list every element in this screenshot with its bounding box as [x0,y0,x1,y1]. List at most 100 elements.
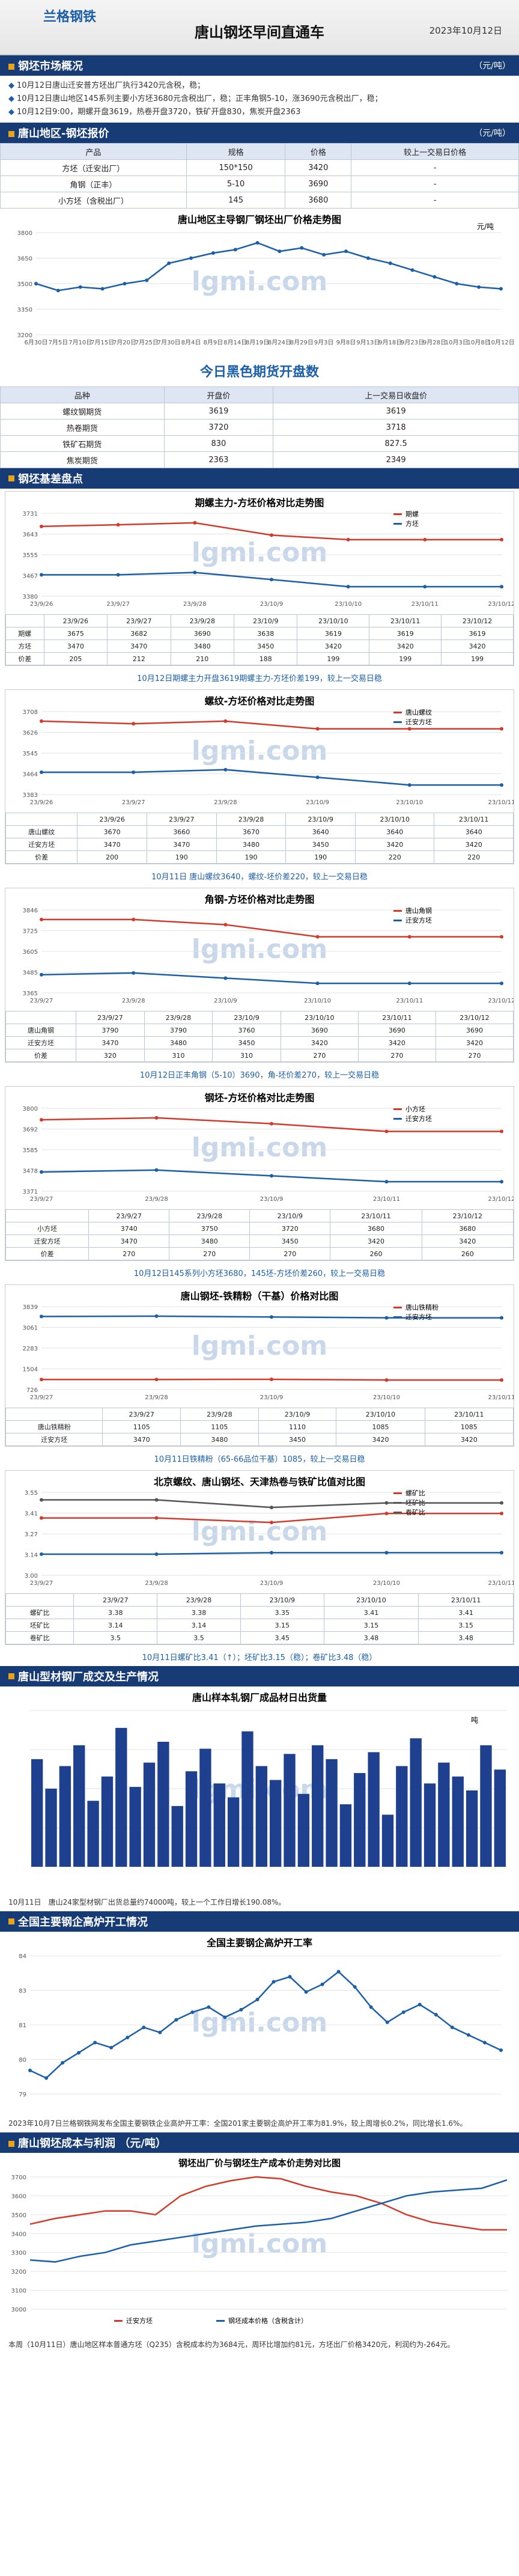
x-tick: 23/9/27 [106,601,130,608]
watermark: lgmi.com [192,1516,327,1547]
basis-caption: 10月11日 唐山螺纹3640，螺纹-坯价差220，较上一交易日稳 [151,873,368,882]
bar [339,1804,352,1867]
chart-title: 钢坯出厂价与钢坯生产成本价走势对比图 [178,2158,341,2169]
data-point [270,1174,273,1178]
logo: 兰格钢铁 [43,9,97,25]
y-tick: 3650 [17,256,32,263]
data-point [320,1982,324,1986]
data-point [154,1516,159,1520]
data-point [407,981,411,986]
bar [171,1805,183,1867]
square-icon [8,131,14,137]
basis-chart: 北京螺纹、唐山钢坯、天津热卷与铁矿比值对比图 lgmi.com 3.00 3.14 3.… [5,1471,515,1591]
series-line [29,1970,502,2079]
x-tick: 23/9/27 [30,1196,53,1203]
x-tick: 8月24日 [268,339,291,346]
basis-table: 23/9/27 23/9/28 23/10/9 23/10/10 23/10/11 螺矿比… [5,1593,514,1644]
bar [31,1759,43,1867]
data-point [132,770,136,774]
data-point [450,2025,454,2030]
bar [115,1727,127,1867]
data-point [255,241,260,245]
chart-title: 唐山样本轧钢厂成品材日出货量 [192,1692,327,1703]
data-point [40,1314,43,1319]
data-point [40,770,43,774]
bar [466,1790,478,1867]
overview-item: ◆ 10月12日9:00，期螺开盘3619，热卷开盘3720，铁矿开盘830，焦炭… [8,108,301,117]
data-point [154,1552,159,1556]
legend-label: 钢坯成本价格（含税含计） [228,2316,308,2325]
data-point [270,1551,273,1555]
data-point [40,1552,43,1556]
legend-swatch [393,920,402,921]
legend-label: 卷矿比 [405,1508,425,1516]
legend-label: 唐山角钢 [405,906,432,915]
chart-title: 北京螺纹、唐山钢坯、天津热卷与铁矿比值对比图 [154,1476,365,1488]
y-tick: 3.55 [25,1490,38,1497]
data-point [190,2010,195,2014]
bar [270,1780,282,1867]
data-point [123,282,127,285]
data-point [109,2045,114,2050]
data-point [500,1129,503,1134]
x-tick: 8月19日 [246,339,269,346]
y-tick: 3380 [23,594,38,600]
data-point [211,251,215,255]
legend-swatch [393,1307,402,1308]
basis-panel: 期螺主力-方坯价格对比走势图 lgmi.com 3380 3467 3555 3643 37… [5,491,515,666]
section-production: 唐山型材钢厂成交及生产情况 [0,1666,519,1686]
x-tick: 10月8日 [467,339,491,346]
y-tick: 2283 [23,1346,38,1352]
y-tick: 3725 [23,929,38,935]
series-line [41,769,502,786]
cost-note: 本周（10月11日）唐山地区样本普通方坯（Q235）含税成本约为3684元，周环… [8,2340,455,2349]
basis-caption: 10月12日期螺主力开盘3619期螺主力-方坯价差199，较上一交易日稳 [137,674,382,683]
x-tick: 9月13日 [356,339,380,346]
data-point [44,2076,49,2080]
x-tick: 23/10/12 [488,1196,514,1203]
y-tick: 3643 [23,532,38,539]
bar [297,1793,310,1867]
y-tick: 3700 [11,2175,26,2181]
basis-panel: 钢坯-方坯价格对比走势图 lgmi.com 3371 3478 3585 3692 3800… [5,1086,515,1261]
data-point [233,248,237,252]
y-tick: 3200 [17,332,32,339]
basis-panels: 期螺主力-方坯价格对比走势图 lgmi.com 3380 3467 3555 3643 37… [0,491,519,1666]
y-tick: 3400 [11,2231,26,2238]
page-title: 唐山钢坯早间直通车 [195,24,324,41]
legend-label: 螺矿比 [405,1489,425,1497]
unit-label: （元/吨） [474,61,511,71]
legend-swatch [114,2320,123,2322]
watermark: lgmi.com [192,736,327,766]
data-point [270,1521,273,1525]
data-point [315,935,320,939]
data-point [270,1377,273,1381]
y-tick: 3839 [23,1304,38,1311]
data-point [500,1512,503,1516]
data-point [40,1170,43,1174]
chart-bg [5,888,514,1009]
y-tick: 726 [26,1387,38,1394]
basis-caption: 10月11日铁精粉（65-66品位干基）1085，较上一交易日稳 [154,1455,365,1464]
production-note: 10月11日 唐山24家型材钢厂出货总量约74000吨，较上一个工作日增长190… [8,1898,286,1906]
y-tick: 3692 [23,1127,38,1134]
chart-title: 期螺主力-方坯价格对比走势图 [195,497,324,508]
y-tick: 3800 [23,1106,38,1113]
y-tick: 79 [19,2092,26,2098]
bar [199,1748,211,1867]
y-tick: 3.27 [25,1531,38,1538]
x-tick: 8月29日 [290,339,314,346]
data-point [346,585,350,589]
data-point [500,1551,503,1555]
blast-furnace-chart: 全国主要钢企高炉开工率 lgmi.com 79 80 81 83 84 [0,1932,519,2112]
data-point [499,287,503,291]
data-point [154,1168,159,1172]
x-tick: 23/10/9 [214,998,237,1004]
bullet-icon: ◆ [8,94,14,103]
y-tick: 3.41 [25,1511,38,1518]
square-icon [8,1673,14,1679]
data-point [410,268,414,272]
bar [143,1762,156,1867]
x-tick: 23/9/28 [145,1196,168,1203]
data-point [223,719,228,723]
